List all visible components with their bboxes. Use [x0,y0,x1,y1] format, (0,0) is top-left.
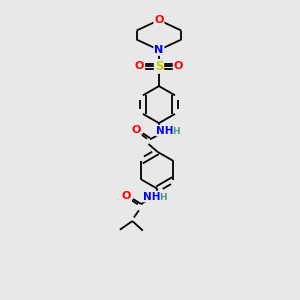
Text: O: O [135,61,144,71]
Text: O: O [131,125,141,135]
Text: O: O [174,61,183,71]
Text: S: S [155,60,163,73]
Text: NH: NH [143,192,161,202]
Text: O: O [154,15,164,25]
Text: NH: NH [156,126,174,136]
Text: H: H [159,193,167,202]
Text: O: O [122,191,131,201]
Text: H: H [172,127,179,136]
Text: N: N [154,45,164,55]
